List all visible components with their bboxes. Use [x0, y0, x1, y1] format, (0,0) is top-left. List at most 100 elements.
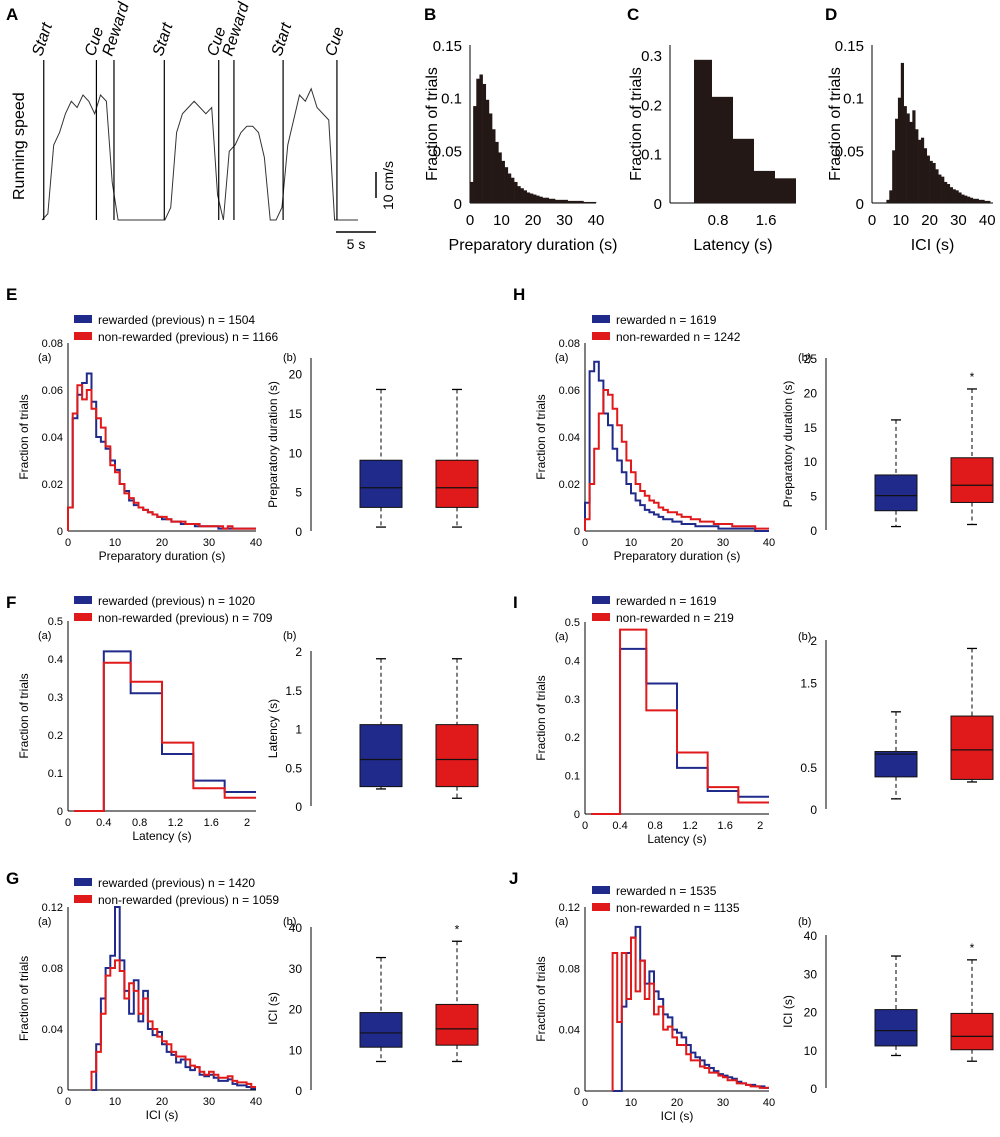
box-rewarded [359, 724, 403, 788]
event-label: Start [150, 20, 177, 58]
y-tick-label: 0.1 [565, 771, 580, 783]
series-line-rewarded [591, 647, 769, 815]
significance-star: * [970, 941, 975, 955]
event-label: Cue [323, 25, 348, 58]
series-line-non-rewarded [90, 959, 256, 1090]
y-tick-label: 0.12 [42, 902, 63, 914]
subpanel-a-label: (a) [38, 630, 51, 642]
legend-label: non-rewarded (previous) n = 1059 [98, 893, 279, 907]
histogram-bar [932, 162, 936, 203]
panel-j: rewarded n = 1535 non-rewarded n = 1135 (a… [534, 884, 994, 1123]
histogram-bar [495, 141, 499, 203]
x-tick-label: 20 [671, 537, 683, 549]
legend-swatch [592, 903, 610, 911]
histogram-bar [944, 181, 948, 203]
legend-label: rewarded n = 1535 [616, 884, 717, 898]
histogram-bar [938, 174, 942, 203]
speed-trace [41, 87, 358, 221]
histogram-bar [498, 152, 502, 203]
series-line-rewarded [91, 906, 256, 1091]
x-tick-label: 30 [950, 212, 967, 229]
series-line-non-rewarded [591, 628, 769, 815]
x-axis-label: Latency (s) [132, 829, 191, 843]
box-y-tick-label: 0 [295, 1084, 302, 1098]
x-tick-label: 1.6 [756, 212, 777, 229]
legend-swatch [74, 332, 92, 340]
y-tick-label: 0.1 [843, 91, 864, 108]
x-axis-label: ICI (s) [911, 237, 955, 254]
x-tick-label: 40 [763, 1097, 775, 1109]
y-tick-label: 0 [856, 196, 864, 213]
x-tick-label: 1.6 [204, 817, 219, 829]
series-line-non-rewarded [74, 661, 256, 812]
histogram-bar [482, 83, 487, 203]
histogram-bar [485, 99, 490, 203]
y-tick-label: 0.12 [559, 902, 580, 914]
x-axis-label: Preparatory duration (s) [99, 549, 226, 563]
y-tick-label: 0 [654, 196, 662, 213]
y-tick-label: 0.04 [559, 432, 580, 444]
significance-star: * [455, 922, 460, 936]
panel-letter: H [513, 285, 525, 304]
panel-letter: B [424, 5, 436, 24]
histogram-bar [909, 121, 913, 203]
box-rewarded [874, 474, 918, 512]
y-tick-label: 0.3 [48, 692, 63, 704]
histogram-bar [694, 59, 712, 203]
histogram-bar [510, 177, 515, 203]
histogram-bar [580, 200, 584, 203]
histogram-bar [918, 139, 922, 203]
histogram-bar [900, 62, 904, 204]
y-tick-label: 0.08 [559, 338, 580, 350]
y-tick-label: 0.2 [48, 730, 63, 742]
y-axis-label: Fraction of trials [628, 67, 645, 181]
y-tick-label: 0.06 [559, 385, 580, 397]
y-tick-label: 0.05 [433, 143, 462, 160]
x-axis-label: Preparatory duration (s) [614, 549, 741, 563]
box-y-tick-label: 20 [804, 1006, 818, 1020]
histogram-bar [712, 96, 733, 203]
subpanel-a-label: (a) [555, 352, 568, 364]
histogram-bar [775, 178, 796, 203]
x-tick-label: 0 [868, 212, 876, 229]
y-tick-label: 0.1 [48, 768, 63, 780]
x-tick-label: 40 [250, 537, 262, 549]
histogram-bar [551, 198, 556, 203]
y-axis-label: Fraction of trials [424, 67, 441, 181]
box-y-tick-label: 20 [289, 368, 303, 382]
panel-g: rewarded (previous) n = 1420 non-rewarded… [17, 876, 479, 1122]
histogram-bar [548, 198, 553, 203]
box-y-tick-label: 0 [295, 800, 302, 814]
histogram-bar [555, 199, 559, 203]
histogram-bar [906, 113, 910, 203]
x-tick-label: 40 [763, 537, 775, 549]
histogram-bar [733, 138, 754, 203]
box-non-rewarded [950, 1012, 994, 1051]
legend-swatch [74, 895, 92, 903]
x-tick-label: 0 [65, 1096, 71, 1108]
subpanel-b-label: (b) [283, 630, 296, 642]
box-y-tick-label: 20 [289, 1003, 303, 1017]
histogram-bar [964, 195, 968, 203]
histogram-bar [488, 113, 493, 203]
event-label: Start [269, 20, 296, 58]
subpanel-b-label: (b) [283, 916, 296, 928]
legend-label: non-rewarded n = 1242 [616, 330, 741, 344]
x-tick-label: 0.4 [612, 820, 627, 832]
box-rewarded [874, 751, 918, 778]
scalebar-x-label: 5 s [347, 236, 366, 252]
histogram-bar [981, 199, 985, 203]
box-y-tick-label: 15 [804, 421, 818, 435]
x-axis-label: Latency (s) [647, 832, 706, 846]
box-y-tick-label: 1.5 [285, 684, 302, 698]
box-y-tick-label: 0.5 [800, 761, 817, 775]
series-line-non-rewarded [584, 389, 769, 531]
y-tick-label: 0.02 [42, 479, 63, 491]
panel-h: rewarded n = 1619 non-rewarded n = 1242 (a… [534, 313, 994, 563]
panel-letter: I [513, 593, 518, 612]
y-tick-label: 0.15 [835, 38, 864, 55]
series-line-non-rewarded [611, 936, 769, 1091]
histogram-bar [949, 187, 953, 203]
box-y-tick-label: 10 [804, 455, 818, 469]
